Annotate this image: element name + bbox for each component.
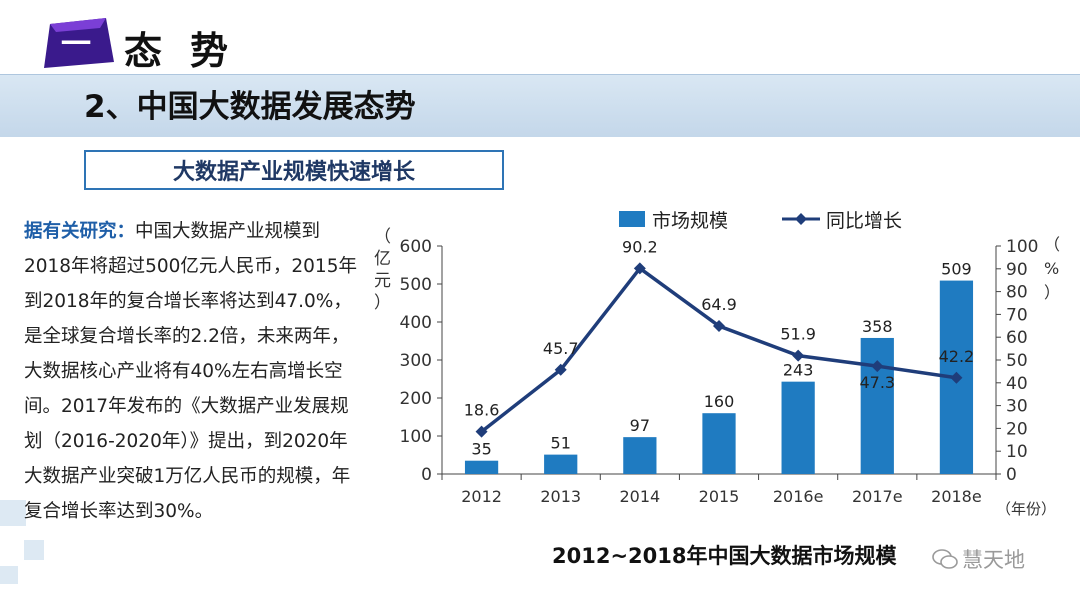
y-tick-label: 500 [400,275,432,295]
chart-svg: 市场规模 同比增长 010020030040050060001020304050… [374,210,1060,518]
y2-tick-label: 70 [1006,305,1028,325]
y-tick-label: 600 [400,237,432,257]
y2-tick-label: 60 [1006,328,1028,348]
chart-title: 2012~2018年中国大数据市场规模 [552,544,897,568]
bar [702,413,736,474]
bar-value-label: 509 [941,260,972,279]
y2-tick-label: 20 [1006,419,1028,439]
y2-tick-label: 90 [1006,260,1028,280]
bar-value-label: 243 [783,361,814,380]
bar [623,437,657,474]
bar [781,381,815,474]
body-text: 中国大数据产业规模到2018年将超过500亿元人民币，2015年到2018年的复… [24,221,357,522]
growth-point [713,320,725,333]
growth-value-label: 18.6 [464,401,500,420]
x-axis-title: （年份） [996,500,1056,518]
y2-tick-label: 40 [1006,374,1028,394]
subtitle-box: 大数据产业规模快速增长 [84,150,504,190]
x-tick-label: 2018e [931,487,982,506]
market-chart: 市场规模 同比增长 0 100 200 300 400 500 600 0 10 20 30 40 50… [362,200,1062,534]
growth-value-label: 51.9 [780,325,816,344]
bar [860,337,894,474]
y2-tick-label: 0 [1006,465,1017,485]
decor-square [0,566,18,584]
y2-tick-label: 100 [1006,237,1038,257]
y2-tick-label: 10 [1006,442,1028,462]
decor-square [24,540,44,560]
y2-tick-label: 30 [1006,397,1028,417]
growth-value-label: 64.9 [701,295,737,314]
decor-square [0,500,26,526]
slide-title: 2、中国大数据发展态势 [84,89,416,125]
y-tick-label: 100 [400,427,432,447]
legend-line-label: 同比增长 [826,210,902,232]
chart-legend: 市场规模 同比增长 [619,210,902,232]
growth-point [633,262,646,275]
legend-bar-label: 市场规模 [652,210,728,232]
growth-point [475,425,488,438]
watermark-text: 慧天地 [962,548,1025,572]
bar-value-label: 97 [630,416,650,435]
y2-tick-label: 50 [1006,351,1028,371]
x-tick-label: 2016e [773,487,824,506]
bar-value-label: 51 [551,434,571,453]
growth-value-label: 47.3 [859,373,895,392]
section-number: 一 [61,27,91,62]
y-tick-label: 0 [421,465,432,485]
growth-value-label: 45.7 [543,339,579,358]
bar [464,460,499,474]
section-number-badge: 一 [40,18,114,68]
bar-value-label: 35 [471,440,491,459]
growth-point [792,349,805,362]
y-tick-label: 300 [400,351,432,371]
growth-point [554,363,567,376]
growth-point [871,360,884,373]
body-lead: 据有关研究： [24,221,136,242]
y2-tick-label: 80 [1006,283,1028,303]
growth-value-label: 90.2 [622,237,658,256]
legend-bar-swatch [619,211,645,227]
y-axis-title: （亿元） [374,227,391,313]
body-paragraph: 据有关研究：中国大数据产业规模到2018年将超过500亿元人民币，2015年到2… [24,214,364,529]
x-tick-label: 2015 [699,487,740,506]
y-tick-label: 400 [400,313,432,333]
growth-point [950,371,963,384]
section-title: 态势 [124,29,257,73]
bar-value-label: 160 [704,392,735,411]
x-tick-label: 2017e [852,487,903,506]
growth-value-label: 42.2 [939,347,975,366]
watermark: 慧天地 [932,544,1025,574]
y-tick-label: 200 [400,389,432,409]
legend-line-marker [795,213,807,225]
x-tick-label: 2012 [461,487,502,506]
bar-value-label: 358 [862,317,893,336]
y2-axis-title: （%） [1044,235,1060,302]
bar [544,454,578,474]
wechat-icon [932,549,958,569]
x-tick-label: 2013 [540,487,581,506]
x-tick-label: 2014 [619,487,660,506]
title-band: 2、中国大数据发展态势 [0,74,1080,137]
